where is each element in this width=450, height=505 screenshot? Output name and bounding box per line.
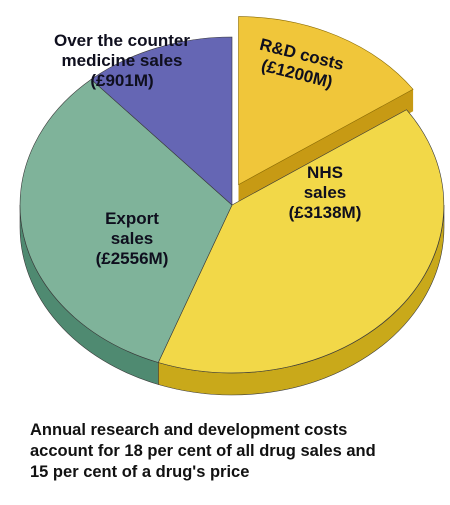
slice-export-sales-label-line: (£2556M) (96, 249, 169, 268)
slice-export-sales-label-line: Export (105, 209, 159, 228)
caption: Annual research and development costs ac… (30, 420, 440, 483)
pie-chart-svg: NHS sales (£3138M)Export sales (£2556M)Over … (19, 16, 445, 396)
slice-nhs-sales-label-line: NHS (307, 163, 343, 182)
caption-line-3: 15 per cent of a drug's price (30, 463, 250, 481)
slice-rd-costs (238, 16, 414, 186)
slice-nhs-sales-label: NHS sales (£3138M) (289, 163, 362, 222)
slice-otc-medicine-sales-label: Over the counter medicine sales (£901M) (54, 31, 190, 90)
slice-otc-medicine-sales-label-line: medicine sales (62, 51, 183, 70)
slice-nhs-sales (157, 109, 445, 374)
caption-line-2: account for 18 per cent of all drug sale… (30, 442, 376, 460)
caption-line-1: Annual research and development costs (30, 421, 348, 439)
slice-otc-medicine-sales-label-line: Over the counter (54, 31, 190, 50)
slice-export-sales (19, 79, 233, 363)
slice-nhs-sales-label-line: (£3138M) (289, 203, 362, 222)
slice-export-sales-label-line: sales (111, 229, 154, 248)
slice-export-sales-label: Export sales (£2556M) (96, 209, 169, 268)
slice-otc-medicine-sales-label-line: (£901M) (90, 71, 153, 90)
pie-chart: NHS sales (£3138M) Export sales (£2556M) Over … (19, 16, 445, 396)
slice-otc-medicine-sales (90, 36, 233, 206)
slice-nhs-sales-label-line: sales (304, 183, 347, 202)
